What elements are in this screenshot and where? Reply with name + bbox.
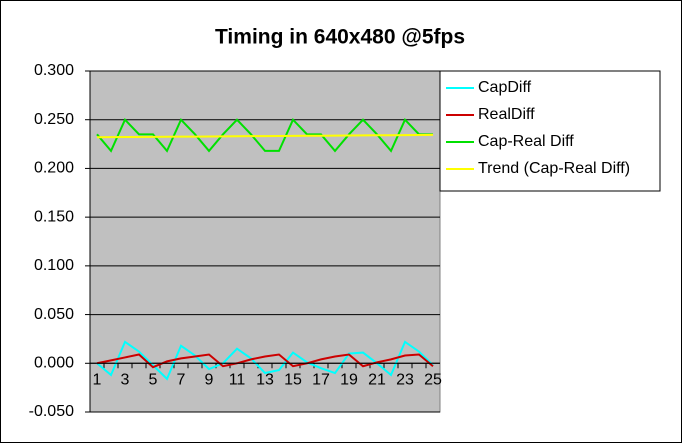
legend-label: CapDiff xyxy=(478,79,532,96)
series-line xyxy=(96,353,434,369)
y-tick-label: 0.050 xyxy=(34,306,74,323)
x-tick-label: 1 xyxy=(93,372,102,389)
x-tick-label: 13 xyxy=(256,372,274,389)
x-tick-label: 3 xyxy=(121,372,130,389)
x-tick-label: 7 xyxy=(177,372,186,389)
x-tick-label: 17 xyxy=(312,372,330,389)
x-tick-label: 19 xyxy=(340,372,358,389)
y-tick-label: -0.050 xyxy=(29,403,74,420)
x-tick-label: 15 xyxy=(284,372,302,389)
chart-title: Timing in 640x480 @5fps xyxy=(215,26,465,49)
y-tick-label: 0.100 xyxy=(34,257,74,274)
x-tick-label: 9 xyxy=(205,372,214,389)
y-tick-label: 0.150 xyxy=(34,208,74,225)
x-tick-label: 25 xyxy=(424,372,442,389)
x-tick-label: 5 xyxy=(149,372,158,389)
y-tick-label: 0.200 xyxy=(34,160,74,177)
x-tick-label: 21 xyxy=(368,372,386,389)
y-tick-label: 0.250 xyxy=(34,111,74,128)
x-tick-label: 11 xyxy=(229,372,246,389)
legend-label: RealDiff xyxy=(478,106,535,123)
legend-label: Trend (Cap-Real Diff) xyxy=(478,160,630,177)
x-tick-label: 23 xyxy=(396,372,414,389)
y-tick-label: 0.000 xyxy=(34,355,74,372)
legend-label: Cap-Real Diff xyxy=(478,133,574,150)
y-tick-label: 0.300 xyxy=(34,62,74,79)
legend-box xyxy=(439,70,661,192)
plot-area xyxy=(89,70,441,413)
series-line xyxy=(96,133,434,139)
